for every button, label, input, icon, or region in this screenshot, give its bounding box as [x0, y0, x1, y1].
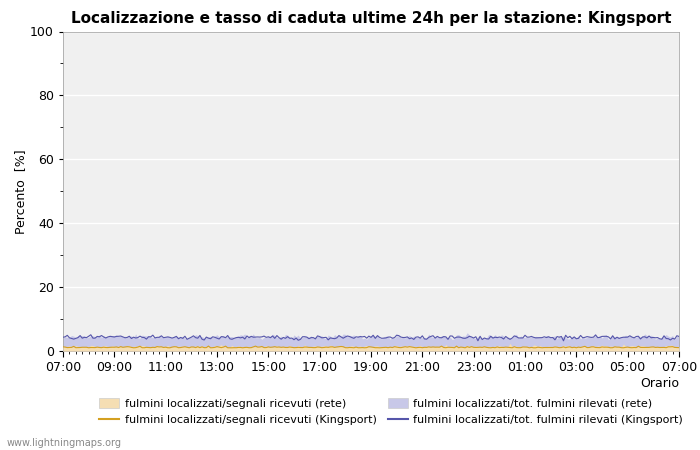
Text: www.lightningmaps.org: www.lightningmaps.org: [7, 438, 122, 448]
Title: Localizzazione e tasso di caduta ultime 24h per la stazione: Kingsport: Localizzazione e tasso di caduta ultime …: [71, 11, 671, 26]
Y-axis label: Percento  [%]: Percento [%]: [14, 149, 27, 234]
Text: Orario: Orario: [640, 377, 679, 390]
Legend: fulmini localizzati/segnali ricevuti (rete), fulmini localizzati/segnali ricevut: fulmini localizzati/segnali ricevuti (re…: [99, 398, 683, 425]
